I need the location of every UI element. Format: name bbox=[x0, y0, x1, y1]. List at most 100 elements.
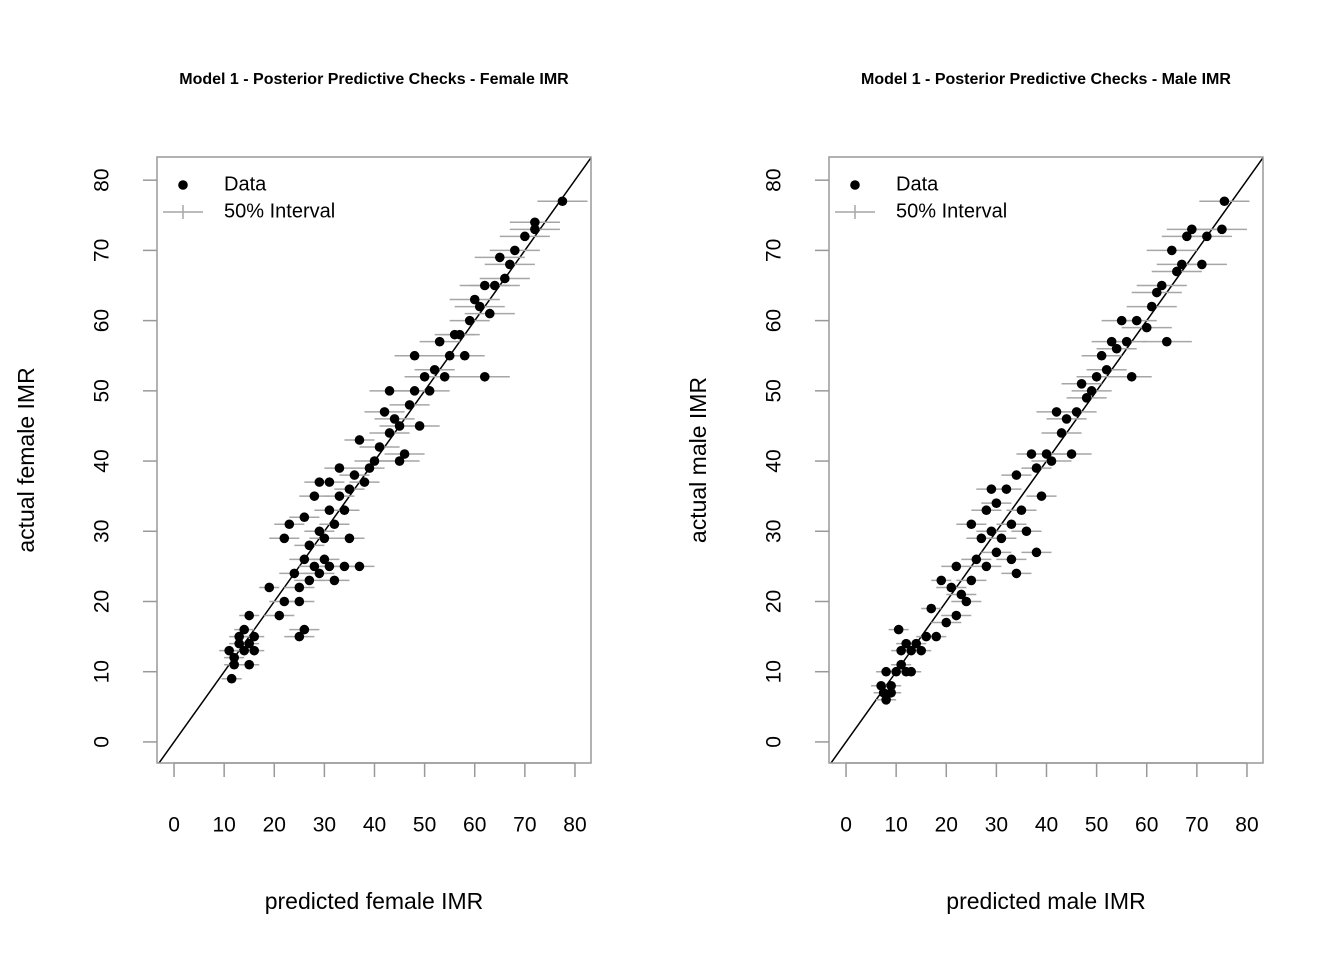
data-point bbox=[996, 533, 1007, 544]
data-point bbox=[344, 484, 355, 494]
data-point bbox=[229, 652, 239, 663]
data-point bbox=[314, 526, 325, 537]
legend: Data 50% Interval bbox=[835, 173, 1007, 222]
x-axis-label: predicted female IMR bbox=[265, 888, 484, 914]
data-point bbox=[324, 505, 335, 516]
data-point bbox=[1151, 287, 1162, 298]
data-point bbox=[1161, 336, 1172, 347]
data-point bbox=[464, 315, 475, 326]
data-point bbox=[329, 519, 340, 530]
data-point bbox=[1066, 449, 1077, 459]
plot-area bbox=[830, 157, 1263, 763]
data-point bbox=[906, 645, 916, 656]
y-axis-label: actual male IMR bbox=[685, 377, 711, 543]
data-point bbox=[1187, 224, 1197, 235]
data-point bbox=[394, 456, 405, 466]
data-point bbox=[264, 582, 275, 593]
data-point bbox=[991, 498, 1002, 508]
panel: Model 1 - Posterior Predictive Checks - … bbox=[685, 71, 1264, 914]
data-point bbox=[229, 659, 239, 670]
data-point bbox=[454, 329, 465, 340]
y-tick-label: 0 bbox=[763, 736, 786, 748]
y-axis-label: actual female IMR bbox=[13, 367, 39, 552]
y-tick-label: 80 bbox=[91, 168, 114, 191]
data-point bbox=[1031, 463, 1042, 473]
legend-label: 50% Interval bbox=[224, 200, 335, 222]
data-point bbox=[921, 631, 932, 642]
data-point bbox=[956, 589, 967, 600]
data-point bbox=[1146, 301, 1157, 312]
data-point bbox=[991, 547, 1002, 558]
data-point bbox=[1166, 245, 1177, 256]
data-point bbox=[479, 371, 490, 382]
x-tick-label: 60 bbox=[1135, 814, 1158, 837]
x-tick-label: 80 bbox=[1235, 814, 1258, 837]
y-tick-label: 50 bbox=[91, 379, 114, 402]
data-point bbox=[354, 561, 365, 572]
plot-frame bbox=[156, 156, 592, 764]
data-point bbox=[309, 491, 320, 501]
data-point bbox=[1091, 371, 1102, 382]
data-point bbox=[379, 407, 390, 417]
y-tick-label: 80 bbox=[763, 168, 786, 191]
data-point bbox=[294, 596, 305, 607]
chart-title: Model 1 - Posterior Predictive Checks - … bbox=[179, 71, 569, 88]
x-tick-label: 10 bbox=[884, 814, 907, 837]
data-point bbox=[1182, 231, 1192, 242]
data-point bbox=[1131, 315, 1142, 326]
data-point bbox=[474, 301, 485, 312]
x-tick-label: 50 bbox=[413, 814, 436, 837]
data-point bbox=[1217, 224, 1227, 235]
x-tick-label: 80 bbox=[563, 814, 586, 837]
y-tick-label: 50 bbox=[763, 379, 786, 402]
data-point bbox=[1051, 407, 1062, 417]
data-point bbox=[374, 442, 385, 452]
x-tick-label: 50 bbox=[1085, 814, 1108, 837]
data-point bbox=[279, 533, 290, 544]
x-tick-label: 70 bbox=[513, 814, 536, 837]
data-point bbox=[399, 449, 410, 459]
y-tick-label: 20 bbox=[763, 590, 786, 613]
data-point bbox=[354, 435, 365, 445]
x-tick-label: 30 bbox=[985, 814, 1008, 837]
data-point bbox=[1219, 196, 1230, 207]
y-tick-label: 60 bbox=[763, 309, 786, 332]
data-point bbox=[489, 280, 500, 291]
data-point bbox=[1021, 526, 1032, 537]
y-tick-label: 10 bbox=[763, 660, 786, 683]
data-point bbox=[971, 554, 982, 565]
data-point bbox=[1197, 259, 1207, 270]
data-point bbox=[249, 645, 260, 656]
data-point bbox=[1061, 414, 1072, 424]
data-point bbox=[349, 470, 360, 480]
data-point bbox=[1016, 505, 1027, 516]
data-point bbox=[1006, 519, 1017, 530]
data-point bbox=[881, 666, 891, 677]
plot-area bbox=[158, 157, 591, 763]
data-point bbox=[334, 463, 345, 473]
data-point bbox=[419, 371, 430, 382]
x-axis-label: predicted male IMR bbox=[946, 888, 1145, 914]
data-point bbox=[319, 554, 330, 565]
data-point bbox=[1011, 470, 1022, 480]
data-point bbox=[1121, 336, 1132, 347]
data-point bbox=[981, 561, 992, 572]
data-point bbox=[1006, 554, 1017, 565]
data-point bbox=[911, 638, 922, 649]
data-point bbox=[1086, 386, 1097, 396]
data-point bbox=[424, 386, 435, 396]
data-point bbox=[384, 428, 395, 438]
data-point bbox=[1026, 449, 1037, 459]
y-tick-label: 70 bbox=[91, 239, 114, 262]
data-point bbox=[976, 533, 987, 544]
x-tick-label: 70 bbox=[1185, 814, 1208, 837]
data-point bbox=[304, 540, 315, 551]
legend-label: Data bbox=[896, 173, 939, 195]
chart-title: Model 1 - Posterior Predictive Checks - … bbox=[861, 71, 1231, 88]
data-point bbox=[244, 638, 255, 649]
data-point bbox=[557, 196, 568, 207]
data-point bbox=[249, 631, 260, 642]
data-point bbox=[359, 477, 370, 487]
data-point bbox=[299, 554, 310, 565]
